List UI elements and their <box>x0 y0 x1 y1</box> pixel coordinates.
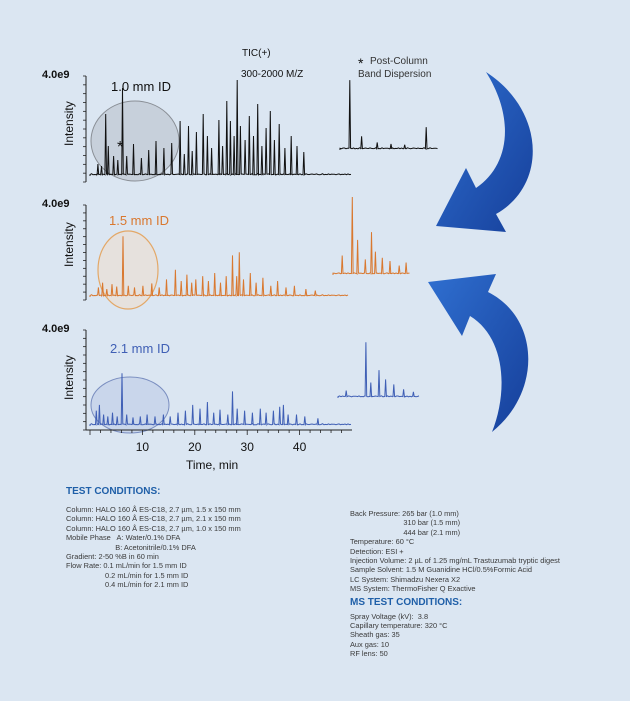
x-axis-label: Time, min <box>186 458 238 472</box>
condition-line: 0.4 mL/min for 2.1 mm ID <box>66 580 189 590</box>
condition-line: Sample Solvent: 1.5 M Guanidine HCl/0.5%… <box>350 565 532 575</box>
highlight-circle-1mm <box>90 100 180 182</box>
condition-line: 0.2 mL/min for 1.5 mm ID <box>66 570 189 580</box>
condition-line: Temperature: 60 °C <box>350 537 415 547</box>
panel1-title: 1.0 mm ID <box>111 79 171 94</box>
condition-line: Injection Volume: 2 µL of 1.25 mg/mL Tra… <box>350 556 560 566</box>
condition-line: Column: HALO 160 Å ES-C18, 2.7 µm, 2.1 x… <box>66 514 241 524</box>
condition-line: Gradient: 2-50 %B in 60 min <box>66 552 159 562</box>
ms-test-conditions-heading: MS TEST CONDITIONS: <box>350 596 463 608</box>
condition-line: Column: HALO 160 Å ES-C18, 2.7 µm, 1.0 x… <box>66 523 241 533</box>
test-conditions-right-lines: Back Pressure: 265 bar (1.0 mm) 310 bar … <box>350 509 560 594</box>
ms-condition-line: Spray Voltage (kV): 3.8 <box>350 611 429 621</box>
panel2-trace <box>89 236 349 298</box>
ms-condition-line: Sheath gas: 35 <box>350 630 400 640</box>
panel1-inset-trace <box>339 80 438 151</box>
post-column-asterisk: * <box>358 55 364 71</box>
highlight-circle-21mm <box>90 376 170 434</box>
x-axis-ticks: 10 20 30 40 <box>89 430 342 454</box>
panel3-inset-trace <box>337 342 420 399</box>
tic-label: TIC(+) <box>242 48 271 59</box>
panel2-y-ticks <box>83 204 86 301</box>
highlight-circle-15mm <box>97 230 159 310</box>
condition-line: 310 bar (1.5 mm) <box>350 518 461 528</box>
test-conditions-left-lines: Column: HALO 160 Å ES-C18, 2.7 µm, 1.5 x… <box>66 505 241 590</box>
panel3-title: 2.1 mm ID <box>110 341 170 356</box>
panel2-y-max-label: 4.0e9 <box>42 198 70 210</box>
panel3-y-axis-label: Intensity <box>62 355 76 400</box>
panel2-inset-trace <box>332 196 410 275</box>
ms-condition-line: Capillary temperature: 320 °C <box>350 621 448 631</box>
mz-range-label: 300-2000 M/Z <box>241 69 303 80</box>
panel1-trace <box>89 79 352 177</box>
ms-test-conditions-lines: Spray Voltage (kV): 3.8 Capillary tempera… <box>350 612 560 659</box>
panel3-trace <box>89 373 352 427</box>
condition-line: MS System: ThermoFisher Q Exactive <box>350 584 476 594</box>
condition-line: Detection: ESI + <box>350 546 404 556</box>
curved-arrow-top-icon <box>436 72 533 232</box>
test-conditions-right: Back Pressure: 265 bar (1.0 mm) 310 bar … <box>350 509 560 659</box>
condition-line: Column: HALO 160 Å ES-C18, 2.7 µm, 1.5 x… <box>66 505 241 514</box>
ms-condition-line: RF lens: 50 <box>350 649 388 659</box>
ms-condition-line: Aux gas: 10 <box>350 639 390 649</box>
condition-line: Mobile Phase A: Water/0.1% DFA <box>66 533 181 543</box>
post-column-note: Post-Column Band Dispersion <box>358 56 431 80</box>
panel1-y-axis-label: Intensity <box>62 101 76 146</box>
x-tick-label: 10 <box>136 440 150 454</box>
condition-line: 444 bar (2.1 mm) <box>350 527 461 537</box>
panel3-y-max-label: 4.0e9 <box>42 323 70 335</box>
panel2-title: 1.5 mm ID <box>109 213 169 228</box>
x-tick-label: 20 <box>188 440 202 454</box>
panel3-y-ticks <box>83 329 86 431</box>
condition-line: LC System: Shimadzu Nexera X2 <box>350 574 461 584</box>
test-conditions-left: TEST CONDITIONS: Column: HALO 160 Å ES-C… <box>66 486 241 590</box>
condition-line: Flow Rate: 0.1 mL/min for 1.5 mm ID <box>66 561 187 571</box>
x-tick-label: 30 <box>241 440 255 454</box>
test-conditions-heading: TEST CONDITIONS: <box>66 486 161 497</box>
condition-line: Back Pressure: 265 bar (1.0 mm) <box>350 509 459 518</box>
condition-line: B: Acetonitrile/0.1% DFA <box>66 542 196 552</box>
panel2-y-axis-label: Intensity <box>62 222 76 267</box>
curved-arrow-bottom-icon <box>428 274 529 432</box>
panel1-y-ticks <box>83 75 86 183</box>
asterisk-marker: * <box>117 139 123 156</box>
x-tick-label: 40 <box>293 440 307 454</box>
panel1-y-max-label: 4.0e9 <box>42 69 70 81</box>
